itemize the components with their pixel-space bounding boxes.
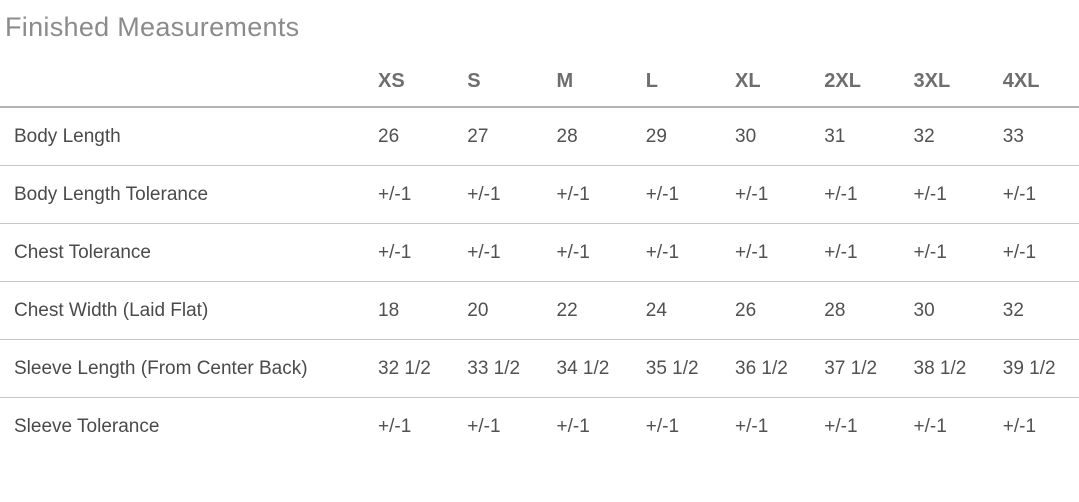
cell-value: 35 1/2 — [632, 339, 722, 398]
header-spacer — [0, 49, 365, 108]
cell-value: 20 — [454, 281, 544, 340]
cell-value: +/-1 — [811, 165, 901, 224]
cell-value: 36 1/2 — [722, 339, 812, 398]
cell-value: 32 — [900, 107, 990, 166]
column-header-s: S — [454, 49, 544, 108]
cell-value: 26 — [722, 281, 812, 340]
cell-value: +/-1 — [543, 165, 633, 224]
cell-value: 22 — [543, 281, 633, 340]
cell-value: +/-1 — [989, 165, 1079, 224]
cell-value: 37 1/2 — [811, 339, 901, 398]
cell-value: +/-1 — [722, 223, 812, 282]
cell-value: +/-1 — [811, 223, 901, 282]
cell-value: +/-1 — [824, 415, 858, 437]
cell-value: 34 1/2 — [543, 339, 633, 398]
cell-value: 33 1/2 — [454, 339, 544, 398]
cell-value: +/-1 — [913, 415, 947, 437]
row-label: Sleeve Tolerance — [14, 415, 160, 437]
cell-value: +/-1 — [365, 165, 455, 224]
cell-value: +/-1 — [722, 165, 812, 224]
row-label: Body Length Tolerance — [0, 165, 365, 224]
cell-value: 33 — [989, 107, 1079, 166]
column-header-2xl: 2XL — [811, 49, 901, 108]
cell-value: +/-1 — [1002, 415, 1037, 437]
cell-value: 32 — [989, 281, 1079, 340]
column-header-4xl: 4XL — [989, 49, 1079, 108]
cell-value: 28 — [543, 107, 633, 166]
cell-value: 38 1/2 — [900, 339, 990, 398]
cell-value: +/-1 — [989, 223, 1079, 282]
cell-value: +/-1 — [900, 223, 990, 282]
column-header-3xl: 3XL — [900, 49, 990, 108]
row-label: Chest Tolerance — [0, 223, 365, 282]
cell-value: +/-1 — [632, 223, 722, 282]
row-label: Sleeve Length (From Center Back) — [0, 339, 365, 398]
cell-value: +/-1 — [645, 415, 680, 437]
column-header-m: M — [543, 49, 633, 108]
table-row-chest-width: Chest Width (Laid Flat) 18 20 22 24 26 2… — [0, 281, 1079, 340]
table-row-sleeve-tolerance: Sleeve Tolerance +/-1 +/-1 +/-1 +/-1 +/-… — [0, 398, 1079, 456]
cell-value: 18 — [365, 281, 455, 340]
cell-value: 31 — [811, 107, 901, 166]
table-row-chest-tolerance: Chest Tolerance +/-1 +/-1 +/-1 +/-1 +/-1… — [0, 223, 1079, 282]
table-row-body-length: Body Length 26 27 28 29 30 31 32 33 — [0, 107, 1079, 166]
cell-value: 26 — [365, 107, 455, 166]
cell-value: +/-1 — [454, 223, 544, 282]
cell-value: +/-1 — [543, 223, 633, 282]
cell-value: 39 1/2 — [989, 339, 1079, 398]
cell-value: 28 — [811, 281, 901, 340]
column-header-xl: XL — [722, 49, 812, 108]
column-header-l: L — [632, 49, 722, 108]
table-row-body-length-tolerance: Body Length Tolerance +/-1 +/-1 +/-1 +/-… — [0, 165, 1079, 224]
cell-value: +/-1 — [632, 165, 722, 224]
cell-value: 30 — [900, 281, 990, 340]
header-row: XS S M L XL 2XL 3XL 4XL — [0, 49, 1079, 108]
measurements-table: XS S M L XL 2XL 3XL 4XL Body Length 26 2… — [0, 49, 1079, 455]
cell-value: 32 1/2 — [365, 339, 455, 398]
cell-value: +/-1 — [556, 415, 590, 437]
cell-value: +/-1 — [378, 415, 412, 437]
cell-value: +/-1 — [467, 415, 501, 437]
row-label: Body Length — [0, 107, 365, 166]
row-label: Chest Width (Laid Flat) — [0, 281, 365, 340]
cell-value: +/-1 — [735, 415, 769, 437]
cell-value: +/-1 — [365, 223, 455, 282]
page-title: Finished Measurements — [5, 12, 300, 42]
cell-value: +/-1 — [900, 165, 990, 224]
cell-value: 29 — [632, 107, 722, 166]
cell-value: 27 — [454, 107, 544, 166]
cell-value: 24 — [632, 281, 722, 340]
column-header-xs: XS — [365, 49, 455, 108]
cell-value: 30 — [722, 107, 812, 166]
cell-value: +/-1 — [454, 165, 544, 224]
table-row-sleeve-length: Sleeve Length (From Center Back) 32 1/2 … — [0, 339, 1079, 398]
